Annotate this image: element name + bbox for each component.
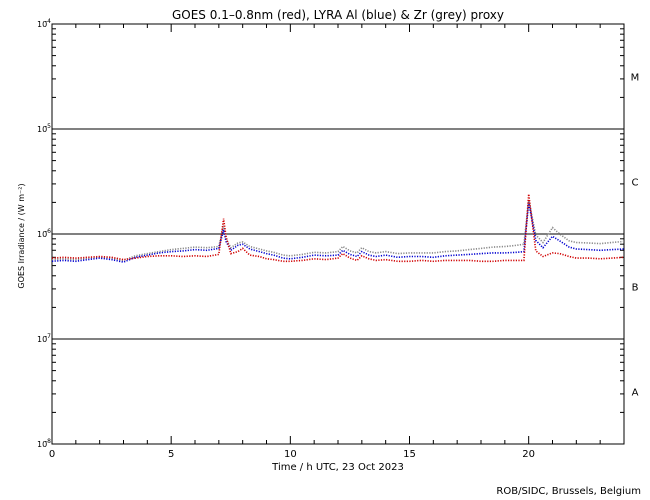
chart-title: GOES 0.1–0.8nm (red), LYRA Al (blue) & Z… xyxy=(172,8,504,22)
y-tick-label: 10 xyxy=(37,335,47,344)
series-line-0 xyxy=(51,194,625,263)
x-tick-label: 5 xyxy=(168,449,174,460)
y-axis-label: GOES Irradiance / (W m⁻²) xyxy=(17,183,26,288)
x-tick-label: 0 xyxy=(49,449,55,460)
y-tick-label: 10 xyxy=(37,440,47,449)
series-line-2 xyxy=(51,200,625,262)
x-axis: 0 5 10 15 20 xyxy=(49,24,625,460)
y-axis: 10-810-710-610-510-4 xyxy=(37,18,624,449)
y-tick-exponent: -7 xyxy=(45,333,51,340)
y-tick-exponent: -5 xyxy=(45,123,51,130)
flare-class-label: C xyxy=(632,178,639,189)
flare-class-label: M xyxy=(631,73,640,84)
x-axis-label: Time / h UTC, 23 Oct 2023 xyxy=(271,462,404,473)
data-series xyxy=(51,194,625,263)
x-tick-label: 20 xyxy=(522,449,535,460)
y-tick-exponent: -8 xyxy=(45,438,51,445)
x-tick-label: 15 xyxy=(403,449,416,460)
flare-class-label: A xyxy=(632,388,639,399)
flare-threshold-lines xyxy=(52,128,624,340)
flare-class-label: B xyxy=(632,283,639,294)
credit-text: ROB/SIDC, Brussels, Belgium xyxy=(496,486,641,497)
y-tick-label: 10 xyxy=(37,125,47,134)
y-tick-label: 10 xyxy=(37,20,47,29)
series-line-1 xyxy=(51,202,625,263)
y-tick-exponent: -6 xyxy=(45,228,51,235)
y-tick-exponent: -4 xyxy=(45,18,51,25)
x-tick-label: 10 xyxy=(284,449,297,460)
flare-class-labels: A B C M xyxy=(631,73,640,399)
y-tick-label: 10 xyxy=(37,230,47,239)
